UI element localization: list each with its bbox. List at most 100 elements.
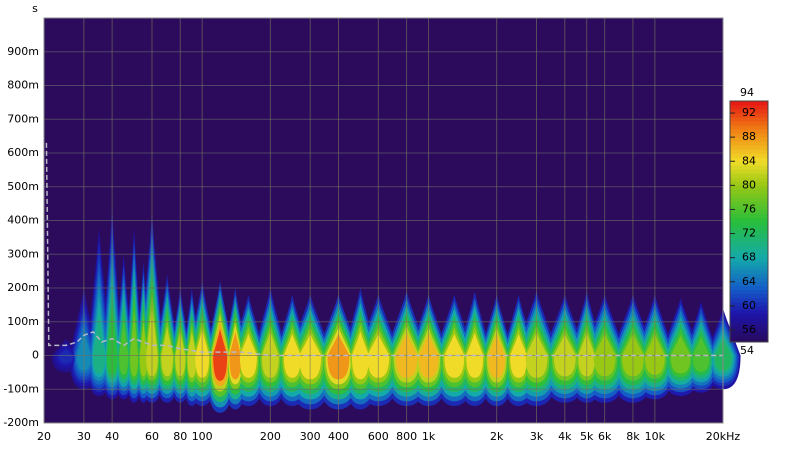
colorbar-segment: [730, 201, 768, 206]
colorbar-label: 60: [742, 299, 756, 312]
colorbar-segment: [730, 185, 768, 190]
x-tick-label: 6k: [598, 430, 612, 443]
x-tick-label: 8k: [626, 430, 640, 443]
spectrogram-band: [58, 349, 73, 363]
colorbar-segment: [730, 225, 768, 231]
spectrogram-band: [670, 335, 691, 374]
y-axis-label: s: [32, 2, 38, 15]
colorbar-segment: [730, 253, 768, 259]
y-tick-label: 600m: [7, 146, 39, 159]
colorbar-segment: [730, 285, 768, 291]
x-tick-label: 2k: [490, 430, 504, 443]
colorbar-segment: [730, 105, 768, 110]
y-tick-label: -200m: [3, 416, 39, 429]
colorbar-border: [729, 100, 769, 343]
y-tick-label: 0: [32, 349, 39, 362]
y-tick-label: 400m: [7, 214, 39, 227]
colorbar-segment: [730, 205, 768, 210]
spectrogram-band: [93, 309, 105, 374]
colorbar-segment: [730, 129, 768, 134]
colorbar-segment: [730, 245, 768, 251]
colorbar-segment: [730, 189, 768, 194]
colorbar-segment: [730, 293, 768, 299]
colorbar-label: 84: [742, 154, 756, 167]
plot-border: [43, 17, 724, 424]
y-tick-label: 100m: [7, 315, 39, 328]
colorbar-segment: [730, 181, 768, 186]
colorbar-segment: [730, 265, 768, 271]
colorbar-segment: [730, 157, 768, 162]
colorbar-segment: [730, 325, 768, 331]
colorbar-segment: [730, 257, 768, 263]
colorbar-label: 80: [742, 178, 756, 191]
colorbar-segment: [730, 261, 768, 267]
colorbar-segment: [730, 301, 768, 307]
y-tick-label: 900m: [7, 45, 39, 58]
x-tick-label: 800: [396, 430, 417, 443]
x-tick-label: 60: [145, 430, 159, 443]
colorbar-segment: [730, 337, 768, 343]
colorbar-segment: [730, 313, 768, 319]
x-tick-label: 10k: [645, 430, 666, 443]
colorbar-segment: [730, 249, 768, 255]
colorbar-segment: [730, 317, 768, 323]
x-tick-label: 4k: [558, 430, 572, 443]
colorbar-segment: [730, 173, 768, 178]
x-tick-label: 300: [300, 430, 321, 443]
colorbar-segment: [730, 137, 768, 142]
colorbar-segment: [730, 281, 768, 287]
y-tick-label: 200m: [7, 281, 39, 294]
x-tick-label: 5k: [580, 430, 594, 443]
x-tick-label: 200: [260, 430, 281, 443]
colorbar-segment: [730, 177, 768, 182]
spectrogram-band: [130, 309, 139, 377]
colorbar-segment: [730, 169, 768, 174]
colorbar-segment: [730, 101, 768, 106]
colorbar-segment: [730, 113, 768, 118]
colorbar-segment: [730, 153, 768, 158]
x-tick-label: 80: [173, 430, 187, 443]
y-tick-label: -100m: [3, 382, 39, 395]
colorbar-segment: [730, 213, 768, 218]
colorbar-segment: [730, 297, 768, 303]
overlay-line: [45, 142, 723, 357]
colorbar-segment: [730, 269, 768, 275]
y-tick-label: 500m: [7, 180, 39, 193]
x-tick-label: 600: [368, 430, 389, 443]
colorbar-label: 94: [740, 86, 754, 99]
colorbar-segment: [730, 329, 768, 335]
spectrogram-band: [213, 328, 228, 381]
colorbar-label: 88: [742, 130, 756, 143]
colorbar-label: 72: [742, 227, 756, 240]
y-tick-label: 300m: [7, 247, 39, 260]
spectrogram-band: [139, 321, 148, 377]
x-tick-label: 40: [105, 430, 119, 443]
spectrogram-band: [187, 331, 197, 378]
colorbar-segment: [730, 221, 768, 227]
colorbar-segment: [730, 161, 768, 166]
colorbar-segment: [730, 241, 768, 247]
colorbar-segment: [730, 229, 768, 235]
colorbar-label: 76: [742, 202, 756, 215]
colorbar-segment: [730, 117, 768, 122]
y-tick-label: 800m: [7, 79, 39, 92]
y-tick-label: 700m: [7, 112, 39, 125]
x-tick-label: 3k: [530, 430, 544, 443]
colorbar-segment: [730, 209, 768, 214]
colorbar-segment: [730, 197, 768, 202]
colorbar-segment: [730, 217, 768, 222]
x-tick-label: 100: [192, 430, 213, 443]
colorbar-segment: [730, 289, 768, 295]
x-tick-label: 1k: [422, 430, 436, 443]
colorbar-segment: [730, 109, 768, 114]
colorbar-segment: [730, 149, 768, 154]
colorbar-segment: [730, 321, 768, 327]
colorbar-segment: [730, 141, 768, 146]
colorbar-label: 92: [742, 106, 756, 119]
x-tick-label: 30: [77, 430, 91, 443]
colorbar-segment: [730, 233, 768, 239]
x-tick-label: 20: [37, 430, 51, 443]
colorbar-label: 64: [742, 275, 756, 288]
